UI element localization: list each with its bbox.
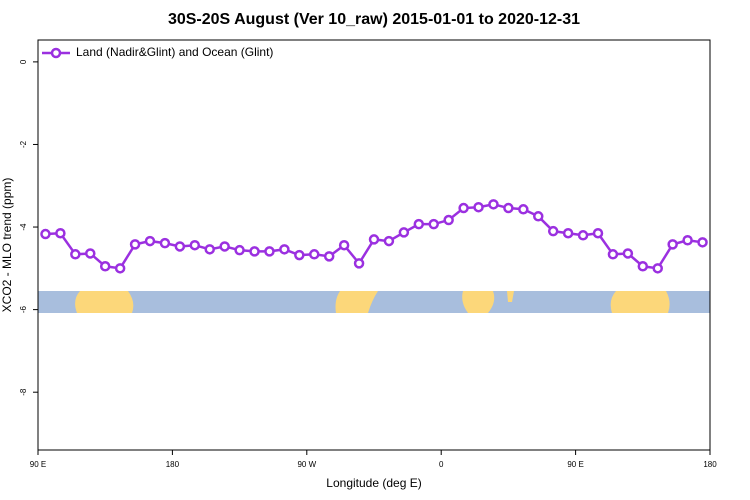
- data-point: [682, 235, 693, 246]
- data-point: [652, 263, 663, 274]
- data-point: [85, 248, 96, 259]
- y-axis-label: XCO2 - MLO trend (ppm): [0, 178, 14, 313]
- data-point: [353, 258, 365, 269]
- data-point: [667, 239, 678, 250]
- data-point: [413, 218, 425, 230]
- data-point: [204, 244, 215, 255]
- data-point: [70, 249, 81, 260]
- data-point: [323, 251, 335, 262]
- y-tick-label: -6: [19, 306, 28, 314]
- plot-frame: [37, 39, 711, 451]
- data-point: [383, 235, 395, 247]
- data-point: [592, 227, 604, 239]
- data-point: [458, 202, 469, 214]
- data-point: [577, 230, 589, 241]
- data-point: [443, 214, 454, 226]
- x-tick-label: 0: [439, 460, 444, 469]
- data-point: [398, 227, 410, 238]
- y-tick-label: 0: [19, 59, 28, 64]
- x-axis-label: Longitude (deg E): [326, 476, 421, 490]
- data-point: [234, 244, 245, 256]
- data-point: [518, 204, 529, 215]
- data-point: [622, 248, 634, 259]
- data-point: [562, 227, 574, 239]
- data-point: [219, 241, 230, 252]
- data-point: [503, 202, 514, 214]
- data-point: [473, 201, 484, 213]
- data-point: [294, 249, 305, 261]
- data-point: [368, 234, 380, 245]
- x-tick-label: 180: [703, 460, 717, 469]
- data-point: [174, 241, 186, 252]
- y-tick-label: -4: [19, 223, 28, 231]
- data-point: [40, 228, 51, 240]
- x-tick-label: 90 W: [297, 460, 316, 469]
- x-tick-label: 180: [166, 460, 180, 469]
- data-point: [189, 239, 201, 251]
- legend-label: Land (Nadir&Glint) and Ocean (Glint): [76, 45, 273, 59]
- data-point: [159, 237, 171, 249]
- data-point: [99, 261, 111, 272]
- data-point: [55, 227, 66, 239]
- data-point: [533, 211, 544, 222]
- x-tick-label: 90 E: [30, 460, 46, 469]
- data-point: [488, 199, 499, 210]
- data-point: [129, 239, 141, 250]
- data-point: [428, 218, 439, 230]
- x-tick-label: 90 E: [567, 460, 583, 469]
- data-point: [338, 239, 350, 251]
- data-point: [637, 261, 649, 272]
- y-tick-label: -2: [19, 140, 28, 148]
- data-point: [547, 225, 559, 237]
- data-point: [309, 249, 320, 260]
- data-point: [264, 246, 275, 257]
- data-point: [249, 246, 260, 257]
- map-strip: [38, 291, 710, 313]
- data-point: [144, 235, 156, 247]
- data-point: [697, 237, 708, 248]
- data-point: [607, 249, 619, 260]
- chart-title: 30S-20S August (Ver 10_raw) 2015-01-01 t…: [168, 11, 580, 28]
- y-tick-label: -8: [19, 388, 28, 396]
- data-point: [114, 263, 126, 274]
- data-point: [279, 244, 290, 255]
- legend-marker: [50, 47, 62, 59]
